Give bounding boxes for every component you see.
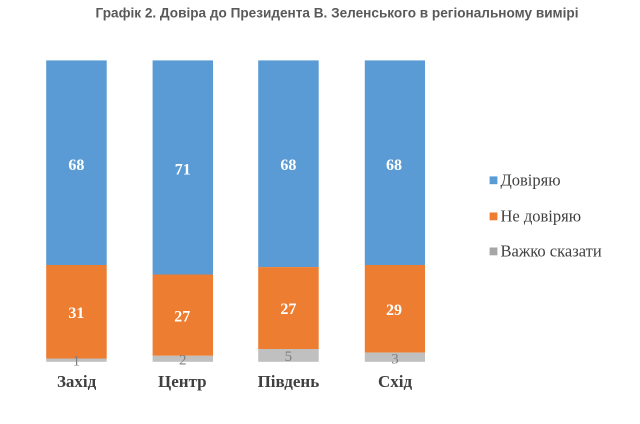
svg-text:71: 71 (175, 161, 191, 178)
svg-text:Важко сказати: Важко сказати (501, 241, 602, 260)
svg-text:29: 29 (386, 302, 402, 319)
svg-text:Графік 2. Довіра до Президента: Графік 2. Довіра до Президента В. Зеленс… (96, 5, 579, 20)
svg-text:2: 2 (179, 352, 187, 368)
svg-text:27: 27 (174, 308, 190, 325)
svg-text:Центр: Центр (158, 372, 207, 391)
svg-text:27: 27 (280, 301, 296, 318)
svg-text:3: 3 (391, 351, 399, 367)
svg-text:Захід: Захід (57, 372, 97, 391)
svg-text:Не довіряю: Не довіряю (501, 206, 582, 225)
svg-text:5: 5 (285, 349, 293, 365)
svg-text:68: 68 (280, 157, 296, 174)
svg-text:68: 68 (386, 157, 402, 174)
svg-text:Довіряю: Довіряю (501, 170, 561, 189)
svg-text:Південь: Південь (258, 372, 320, 391)
svg-text:68: 68 (68, 157, 84, 174)
svg-text:1: 1 (73, 354, 81, 370)
svg-text:31: 31 (68, 305, 84, 322)
svg-text:Схід: Схід (378, 372, 413, 391)
